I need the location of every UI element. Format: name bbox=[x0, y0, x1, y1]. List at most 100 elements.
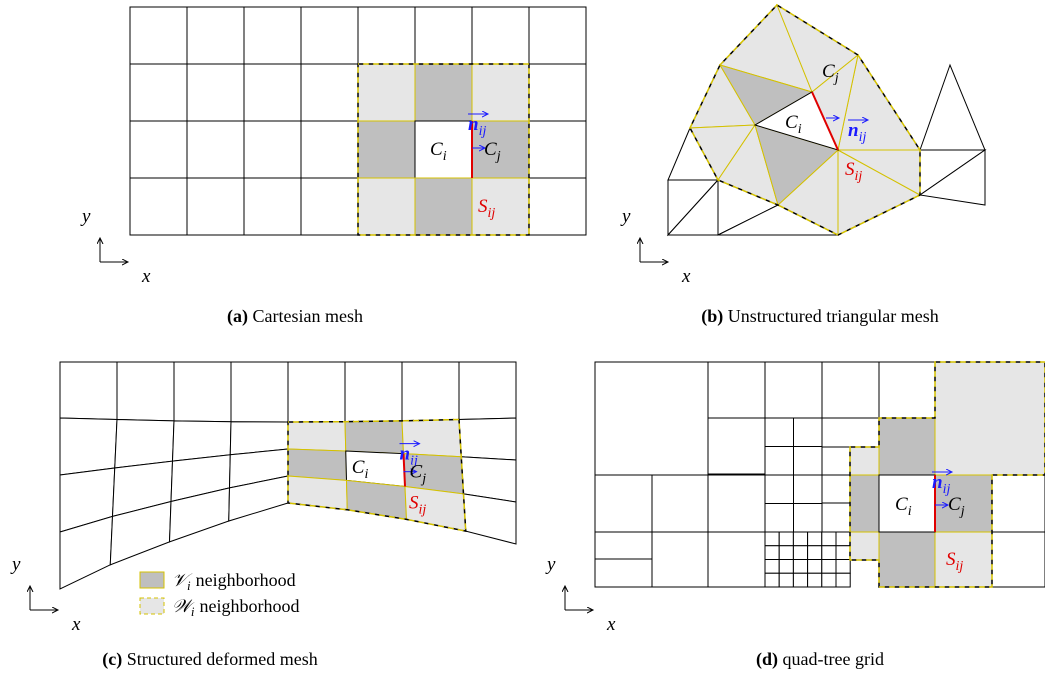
quad-cell bbox=[707, 531, 766, 588]
quad-cell bbox=[849, 531, 880, 561]
cell bbox=[528, 177, 587, 236]
caption-tag: (a) bbox=[227, 306, 248, 327]
quad-cell bbox=[764, 446, 794, 476]
quad-cell bbox=[792, 545, 809, 560]
triangle-cell bbox=[919, 63, 986, 151]
shared-edge bbox=[811, 91, 839, 151]
quad-cell bbox=[991, 531, 1045, 588]
label-base: C bbox=[410, 462, 423, 483]
quad-cell bbox=[778, 545, 794, 560]
caption-tag: (c) bbox=[102, 649, 122, 670]
axis-label: x bbox=[71, 614, 81, 635]
w-outline bbox=[287, 418, 467, 533]
quad-cell bbox=[707, 361, 766, 419]
label-sub: j bbox=[959, 504, 965, 519]
cell bbox=[528, 120, 587, 179]
axis-label: y bbox=[10, 554, 21, 575]
label-sub: ij bbox=[943, 482, 951, 497]
quad-cell bbox=[651, 474, 709, 533]
quad-cell bbox=[792, 559, 809, 574]
label-base: n bbox=[468, 114, 479, 135]
w-outline bbox=[689, 4, 921, 236]
axis-label: x bbox=[681, 266, 691, 287]
quad-cell bbox=[793, 446, 823, 476]
quad-cell bbox=[230, 361, 289, 423]
label-sub: ij bbox=[410, 454, 418, 469]
label-sub: i bbox=[364, 467, 368, 482]
cell bbox=[357, 120, 416, 179]
quad-cell bbox=[835, 545, 851, 560]
quad-cell bbox=[793, 503, 823, 533]
cell bbox=[186, 177, 245, 236]
cell bbox=[528, 6, 587, 65]
cell bbox=[300, 177, 359, 236]
quad-cell bbox=[991, 474, 1045, 533]
quad-cell bbox=[764, 559, 780, 574]
quad-cell bbox=[778, 572, 794, 588]
cell bbox=[471, 63, 530, 122]
cell bbox=[414, 177, 473, 236]
caption: (a) Cartesian mesh bbox=[227, 306, 363, 327]
quad-cell bbox=[114, 419, 175, 469]
w-outline bbox=[357, 63, 530, 236]
label-base: C bbox=[822, 61, 835, 82]
label-sub: ij bbox=[479, 124, 487, 139]
label-base: C bbox=[895, 494, 908, 515]
cell bbox=[300, 63, 359, 122]
quad-cell bbox=[835, 531, 851, 547]
quad-cell bbox=[458, 361, 517, 421]
cell bbox=[129, 120, 188, 179]
quad-cell bbox=[287, 361, 346, 423]
quad-cell bbox=[835, 559, 851, 574]
quad-cell bbox=[807, 559, 823, 574]
cell bbox=[414, 6, 473, 65]
cell bbox=[357, 177, 416, 236]
quad-cell bbox=[793, 474, 823, 504]
label-base: S bbox=[845, 159, 855, 180]
quad-cell bbox=[59, 417, 118, 476]
quad-cell bbox=[344, 361, 403, 423]
quad-cell bbox=[793, 417, 823, 447]
quad-cell bbox=[821, 361, 880, 419]
quad-cell bbox=[821, 474, 851, 504]
quad-cell bbox=[171, 420, 232, 462]
legend-sub: i bbox=[191, 604, 195, 619]
label-base: S bbox=[409, 493, 419, 514]
label-sub: ij bbox=[956, 559, 964, 574]
cell bbox=[414, 63, 473, 122]
quad-cell bbox=[792, 531, 809, 547]
label-sub: ij bbox=[419, 503, 427, 518]
label-sub: ij bbox=[488, 206, 496, 221]
cell bbox=[243, 63, 302, 122]
math-label: Sij bbox=[478, 196, 495, 221]
quad-cell bbox=[764, 531, 780, 547]
caption-text: Unstructured triangular mesh bbox=[728, 306, 939, 326]
axis-label: x bbox=[141, 266, 151, 287]
quad-cell bbox=[778, 531, 794, 547]
caption-tag: (d) bbox=[756, 649, 778, 670]
quad-cell bbox=[287, 421, 347, 452]
quad-cell bbox=[792, 572, 809, 588]
math-label: Ci bbox=[895, 494, 912, 519]
cell bbox=[471, 6, 530, 65]
quad-cell bbox=[849, 474, 880, 533]
cell bbox=[129, 63, 188, 122]
legend-swatch bbox=[139, 597, 165, 615]
quad-cell bbox=[594, 558, 653, 588]
caption-text: quad-tree grid bbox=[783, 649, 884, 669]
legend-label: 𝒲i neighborhood bbox=[172, 596, 299, 619]
legend-sym: 𝒲 bbox=[172, 596, 195, 616]
math-label: Ci bbox=[785, 112, 802, 137]
quad-cell bbox=[764, 572, 780, 588]
label-sub: ij bbox=[859, 130, 867, 145]
label-sub: j bbox=[833, 71, 839, 86]
quad-cell bbox=[594, 361, 709, 476]
quad-cell bbox=[345, 479, 408, 520]
quad-cell bbox=[116, 361, 175, 422]
cell bbox=[186, 120, 245, 179]
caption-text: Cartesian mesh bbox=[253, 306, 363, 326]
quad-cell bbox=[344, 420, 405, 455]
label-sub: i bbox=[798, 122, 802, 137]
quad-cell bbox=[173, 361, 232, 423]
